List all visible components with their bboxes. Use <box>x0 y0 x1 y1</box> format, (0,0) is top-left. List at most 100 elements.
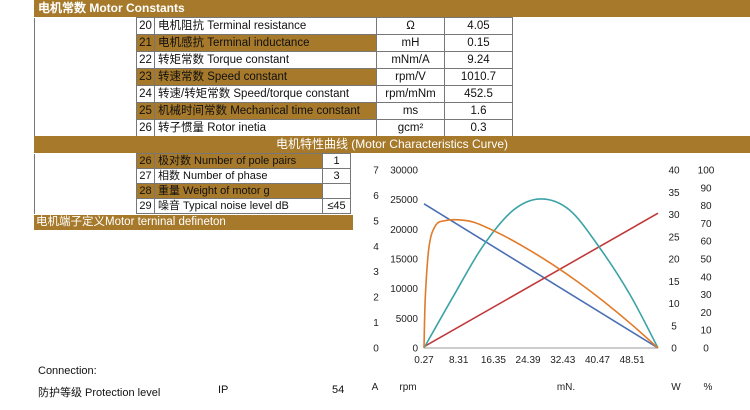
motor-extra-params-table: 26 极对数 Number of pole pairs 1 27 相数 Number o… <box>34 153 351 214</box>
y-tick-label-a: 2 <box>373 293 379 304</box>
y-tick-label-w: 30 <box>668 210 680 221</box>
series-line-a <box>423 212 659 348</box>
param-name: 转速常数 Speed constant <box>154 68 377 86</box>
param-unit: rpm/V <box>376 68 445 86</box>
series-line-w <box>423 198 659 349</box>
x-tick-label: 40.47 <box>585 355 610 366</box>
param-blank <box>34 34 137 52</box>
param-value: 9.24 <box>444 51 513 69</box>
param-number: 20 <box>136 17 155 35</box>
sub-param-value: ≤45 <box>322 198 351 214</box>
param-blank <box>34 51 137 69</box>
param-row: 25 机械时间常数 Mechanical time constant ms 1.6 <box>34 102 513 120</box>
sub-param-row: 28 重量 Weight of motor g <box>34 183 351 199</box>
sub-param-value: 1 <box>322 153 351 169</box>
param-number: 24 <box>136 85 155 103</box>
y-tick-label-pct: 20 <box>700 308 712 319</box>
param-name: 电机感抗 Terminal inductance <box>154 34 377 52</box>
sub-param-name: 重量 Weight of motor g <box>154 183 323 199</box>
y-tick-label-pct: 40 <box>700 272 712 283</box>
sub-param-row: 29 噪音 Typical noise level dB ≤45 <box>34 198 351 214</box>
y-tick-label-pct: 50 <box>700 255 712 266</box>
x-tick-label: 48.51 <box>620 355 645 366</box>
param-name: 机械时间常数 Mechanical time constant <box>154 102 377 120</box>
param-name: 转子惯量 Rotor inetia <box>154 119 377 137</box>
param-row: 22 转矩常数 Torque constant mNm/A 9.24 <box>34 51 513 69</box>
param-row: 26 转子惯量 Rotor inetia gcm² 0.3 <box>34 119 513 137</box>
connection-label: Connection: <box>38 365 97 377</box>
y-tick-label-pct: 80 <box>700 201 712 212</box>
protection-label: 防护等级 Protection level <box>38 387 161 399</box>
y-tick-label-w: 0 <box>671 344 677 355</box>
y-tick-label-w: 5 <box>671 321 677 332</box>
y-tick-label-pct: 10 <box>700 326 712 337</box>
y-tick-label-rpm: 30000 <box>390 166 418 177</box>
param-unit: mNm/A <box>376 51 445 69</box>
param-blank <box>34 85 137 103</box>
series-line-rpm <box>423 203 659 349</box>
param-row: 23 转速常数 Speed constant rpm/V 1010.7 <box>34 68 513 86</box>
sub-param-row: 26 极对数 Number of pole pairs 1 <box>34 153 351 169</box>
param-value: 4.05 <box>444 17 513 35</box>
param-blank <box>34 17 137 35</box>
y-tick-label-w: 40 <box>668 166 680 177</box>
y-tick-label-pct: 100 <box>698 166 715 177</box>
sub-param-name: 噪音 Typical noise level dB <box>154 198 323 214</box>
y-tick-label-rpm: 10000 <box>390 284 418 295</box>
x-tick-label: 8.31 <box>449 355 469 366</box>
param-value: 0.15 <box>444 34 513 52</box>
sub-param-blank <box>34 198 137 214</box>
sub-param-value: 3 <box>322 168 351 184</box>
motor-constants-header: 电机常数 Motor Constants <box>34 0 750 17</box>
param-blank <box>34 68 137 86</box>
sub-param-row: 27 相数 Number of phase 3 <box>34 168 351 184</box>
param-number: 22 <box>136 51 155 69</box>
y-tick-label-a: 0 <box>373 344 379 355</box>
param-unit: gcm² <box>376 119 445 137</box>
y-tick-label-pct: 30 <box>700 290 712 301</box>
y-tick-label-a: 5 <box>373 216 379 227</box>
x-tick-label: 0.27 <box>414 355 434 366</box>
motor-characteristics-chart: 0123456705000100001500020000250003000005… <box>372 166 715 394</box>
y-tick-label-w: 10 <box>668 299 680 310</box>
sub-param-name: 相数 Number of phase <box>154 168 323 184</box>
param-row: 20 电机阻抗 Terminal resistance Ω 4.05 <box>34 17 513 35</box>
param-blank <box>34 102 137 120</box>
motor-constants-table: 20 电机阻抗 Terminal resistance Ω 4.05 21 电机感抗 Te… <box>34 17 513 137</box>
unit-label-a: A <box>372 382 379 393</box>
param-value: 0.3 <box>444 119 513 137</box>
param-number: 25 <box>136 102 155 120</box>
y-tick-label-rpm: 15000 <box>390 255 418 266</box>
sub-param-number: 26 <box>136 153 155 169</box>
x-tick-label: 24.39 <box>516 355 541 366</box>
param-number: 26 <box>136 119 155 137</box>
param-value: 1010.7 <box>444 68 513 86</box>
unit-label-w: W <box>671 382 681 393</box>
y-tick-label-pct: 0 <box>703 344 709 355</box>
sub-param-value <box>322 183 351 199</box>
param-name: 转矩常数 Torque constant <box>154 51 377 69</box>
param-number: 23 <box>136 68 155 86</box>
y-tick-label-rpm: 20000 <box>390 225 418 236</box>
y-tick-label-pct: 60 <box>700 237 712 248</box>
y-tick-label-a: 1 <box>373 318 379 329</box>
param-name: 电机阻抗 Terminal resistance <box>154 17 377 35</box>
param-unit: ms <box>376 102 445 120</box>
y-tick-label-pct: 90 <box>700 183 712 194</box>
x-axis-label: mN. <box>557 382 575 393</box>
param-unit: rpm/mNm <box>376 85 445 103</box>
param-row: 21 电机感抗 Terminal inductance mH 0.15 <box>34 34 513 52</box>
y-tick-label-rpm: 25000 <box>390 195 418 206</box>
sub-param-blank <box>34 153 137 169</box>
param-number: 21 <box>136 34 155 52</box>
sub-param-number: 29 <box>136 198 155 214</box>
param-unit: Ω <box>376 17 445 35</box>
y-tick-label-rpm: 0 <box>412 344 418 355</box>
sub-param-blank <box>34 168 137 184</box>
param-value: 452.5 <box>444 85 513 103</box>
y-tick-label-a: 7 <box>373 166 379 177</box>
sub-param-number: 28 <box>136 183 155 199</box>
series-line-pct <box>423 218 659 349</box>
param-unit: mH <box>376 34 445 52</box>
y-tick-label-a: 4 <box>373 242 379 253</box>
